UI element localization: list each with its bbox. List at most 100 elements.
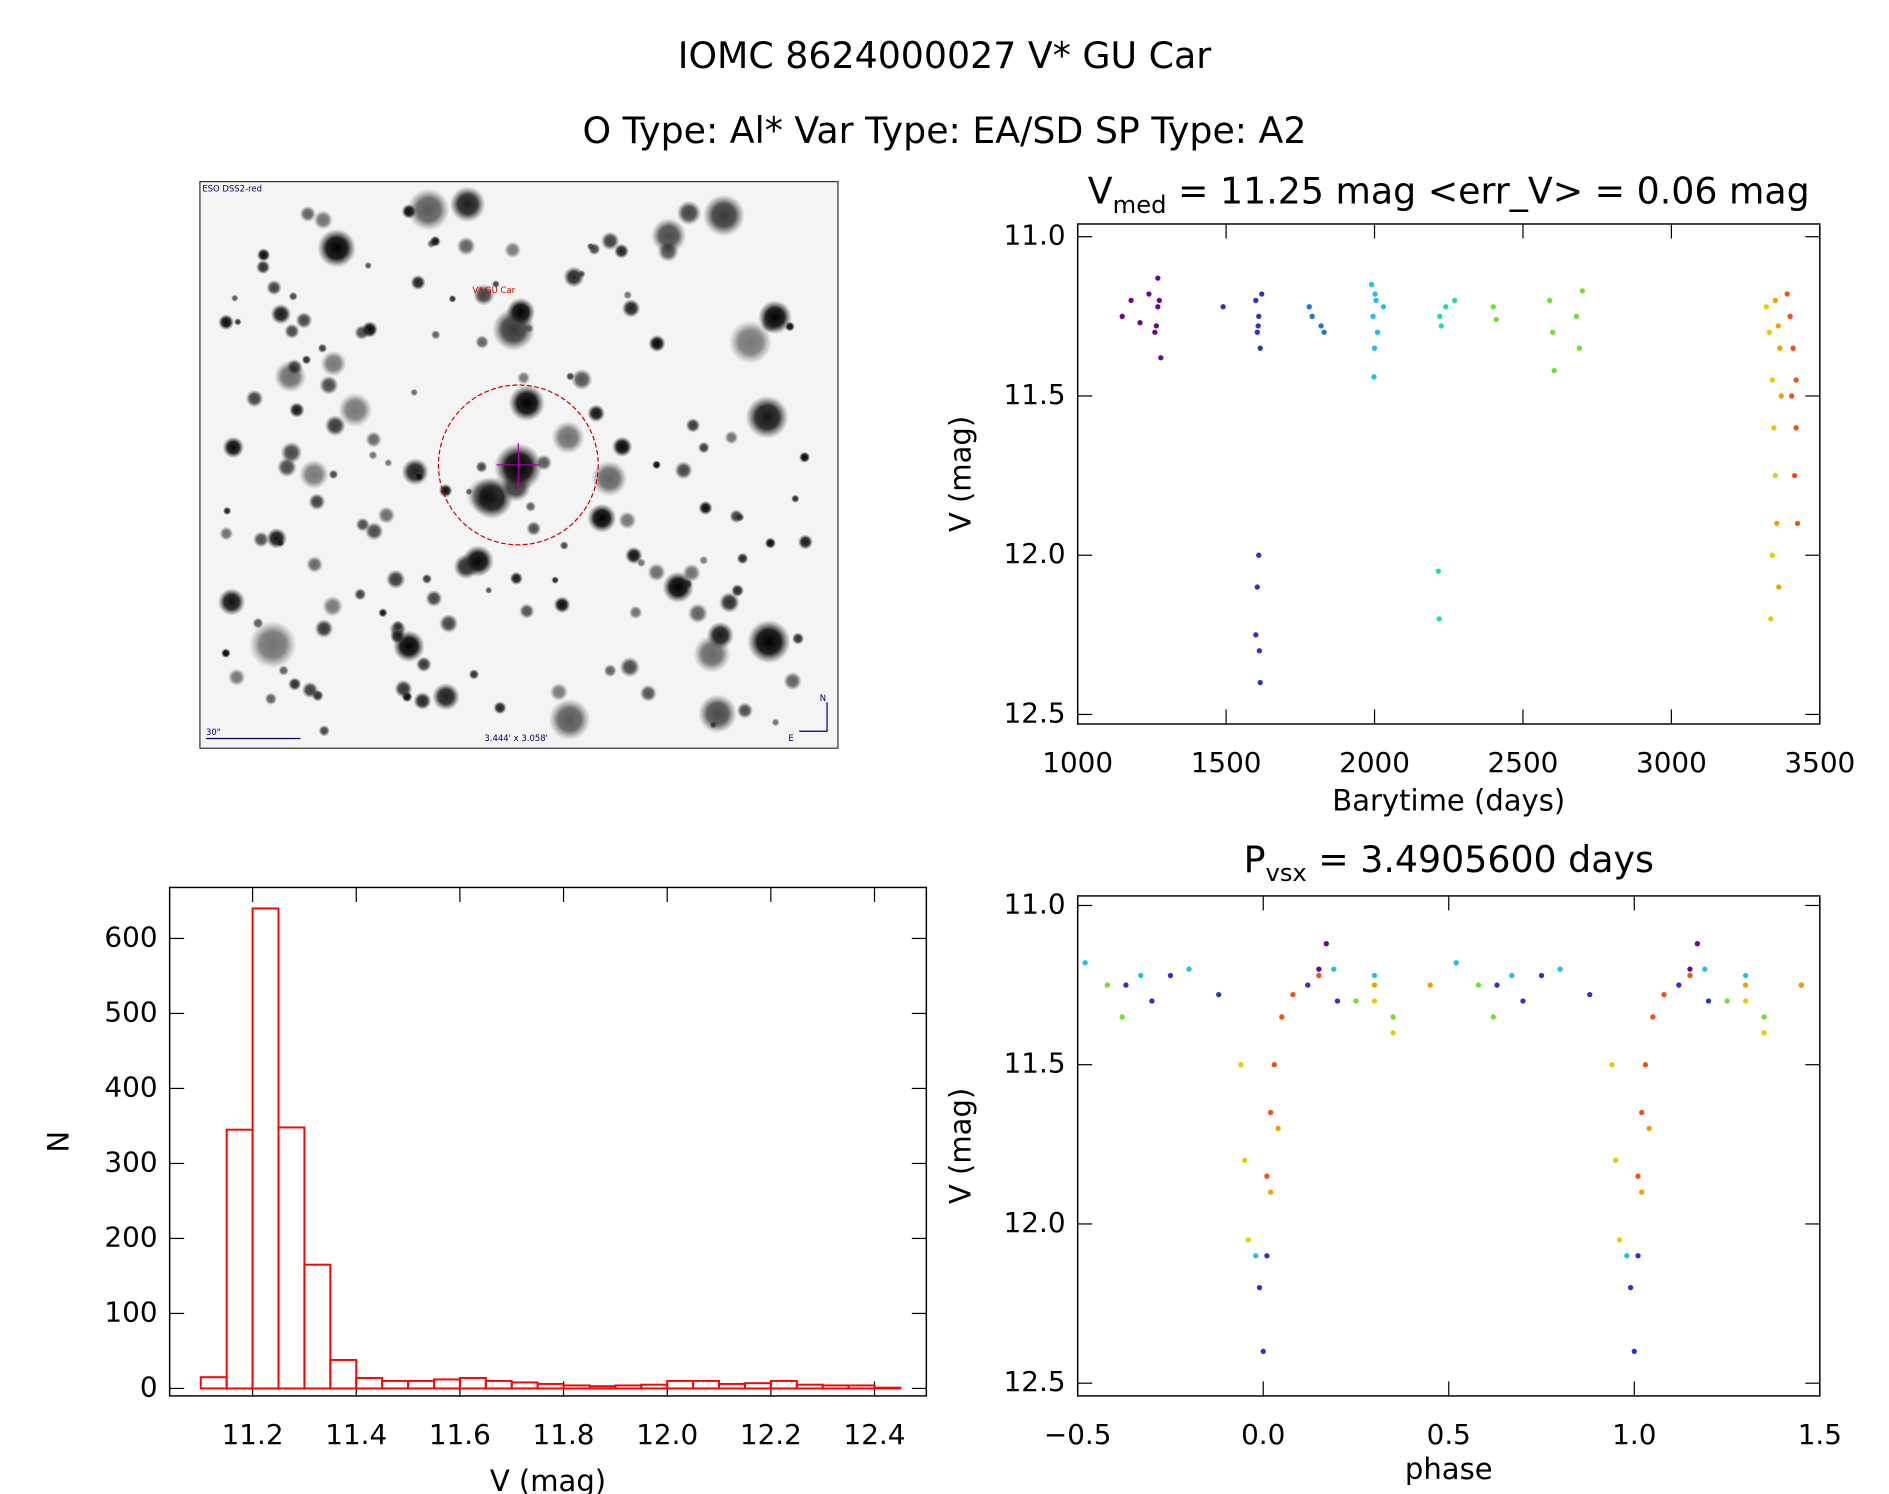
star xyxy=(517,371,531,385)
target-label: V* GU Car xyxy=(472,285,515,295)
star xyxy=(475,460,488,473)
data-point xyxy=(1557,966,1563,972)
scale-label: 30" xyxy=(206,727,221,737)
data-point xyxy=(1436,616,1442,622)
star xyxy=(364,521,384,541)
star-field xyxy=(217,186,814,741)
data-point xyxy=(1761,1030,1767,1036)
chart-title: Pvsx = 3.4905600 days xyxy=(1244,838,1654,887)
y-axis-label: N xyxy=(42,1131,76,1153)
y-tick-label: 300 xyxy=(104,1145,157,1178)
star xyxy=(280,441,303,464)
data-point xyxy=(1494,982,1500,988)
star xyxy=(747,619,791,664)
star xyxy=(651,218,687,254)
data-point xyxy=(1761,1014,1767,1020)
histogram-bar xyxy=(666,1379,695,1390)
x-tick-label: 1000 xyxy=(1042,746,1113,779)
star xyxy=(456,236,476,256)
data-point xyxy=(1687,966,1693,972)
histogram-bar xyxy=(821,1384,850,1390)
target-circle xyxy=(437,384,599,546)
data-point xyxy=(1646,1125,1652,1132)
data-point xyxy=(1167,972,1174,979)
data-point xyxy=(1305,982,1311,988)
data-point xyxy=(1793,425,1799,431)
data-point xyxy=(1371,374,1377,380)
title-part: = 11.25 mag <err_V> = 0.06 mag xyxy=(1166,170,1809,213)
star xyxy=(587,404,606,423)
star xyxy=(791,632,805,645)
star xyxy=(551,576,560,584)
star xyxy=(221,648,231,659)
star xyxy=(783,671,802,691)
data-point xyxy=(1256,313,1262,320)
y-tick-label: 12.0 xyxy=(1004,1206,1066,1239)
star xyxy=(438,613,459,634)
star xyxy=(448,294,457,303)
histogram-bar xyxy=(536,1382,565,1390)
data-point xyxy=(1609,1062,1615,1068)
star xyxy=(306,556,324,573)
star xyxy=(611,436,633,457)
star xyxy=(647,562,666,582)
data-point xyxy=(1146,291,1152,297)
data-point xyxy=(1627,1284,1634,1291)
star xyxy=(338,392,373,427)
data-point xyxy=(1438,323,1444,329)
data-point xyxy=(1784,291,1790,297)
x-tick-label: −0.5 xyxy=(1044,1418,1112,1451)
star xyxy=(313,210,333,230)
data-point xyxy=(1639,1189,1645,1195)
data-point xyxy=(1635,1253,1641,1259)
star xyxy=(449,186,486,223)
star xyxy=(791,494,800,503)
star xyxy=(676,200,702,226)
histogram-bar xyxy=(433,1378,461,1390)
data-point xyxy=(1676,982,1682,988)
star xyxy=(473,284,495,306)
histogram-bar xyxy=(199,1376,228,1390)
data-point xyxy=(1123,982,1129,988)
y-axis-label: V (mag) xyxy=(944,1088,978,1204)
star xyxy=(354,324,370,341)
data-point xyxy=(1616,1237,1623,1243)
star xyxy=(368,450,378,460)
star xyxy=(475,335,490,349)
data-point xyxy=(1323,941,1329,947)
star xyxy=(493,701,507,715)
star xyxy=(636,558,646,568)
x-tick-label: 1.0 xyxy=(1612,1418,1656,1451)
x-tick-label: 11.2 xyxy=(222,1418,284,1451)
data-point xyxy=(1353,998,1359,1004)
star xyxy=(218,314,235,331)
histogram-bar xyxy=(329,1358,358,1390)
star xyxy=(639,684,657,702)
star xyxy=(724,430,739,445)
star xyxy=(295,312,313,329)
star xyxy=(407,188,450,231)
data-point xyxy=(1119,1014,1125,1020)
data-point xyxy=(1742,982,1749,988)
data-point xyxy=(1128,297,1134,304)
histogram-bar xyxy=(381,1379,410,1390)
data-point xyxy=(1254,584,1260,590)
star xyxy=(299,459,329,490)
data-point xyxy=(1777,345,1783,351)
star xyxy=(525,501,536,512)
star xyxy=(317,228,357,268)
star xyxy=(264,692,278,705)
data-point xyxy=(1119,313,1125,320)
star xyxy=(314,619,334,638)
data-point xyxy=(1635,1173,1641,1179)
data-point xyxy=(1267,1109,1274,1116)
data-point xyxy=(1264,1253,1270,1259)
data-point xyxy=(1475,982,1482,988)
y-axis-label: V (mag) xyxy=(944,416,978,532)
data-point xyxy=(1241,1157,1248,1163)
size-label: 3.444' x 3.058' xyxy=(484,733,548,743)
y-tick-label: 11.5 xyxy=(1004,1047,1066,1080)
data-point xyxy=(1702,966,1708,972)
y-tick-label: 12.5 xyxy=(1004,696,1066,729)
histogram-bar xyxy=(510,1381,539,1390)
